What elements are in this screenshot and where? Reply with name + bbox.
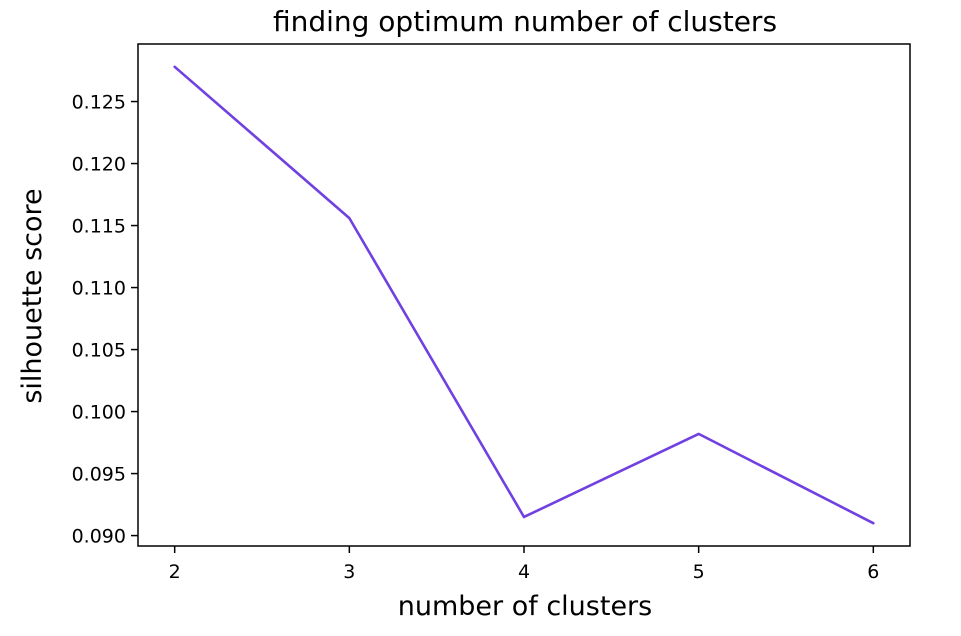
data-point — [348, 217, 351, 219]
x-tick-label: 2 — [169, 561, 181, 583]
x-axis-label: number of clusters — [398, 591, 652, 622]
y-tick-label: 0.120 — [72, 154, 126, 176]
y-tick-label: 0.095 — [72, 464, 126, 486]
data-point — [173, 66, 176, 68]
y-tick-label: 0.105 — [72, 340, 126, 362]
y-axis: 0.090 0.095 0.100 0.105 0.110 0.115 0.120 0.125 — [72, 92, 138, 548]
x-tick-label: 3 — [343, 561, 355, 583]
y-tick-label: 0.090 — [72, 526, 126, 548]
x-axis: 2 3 4 5 6 — [169, 546, 879, 583]
data-point — [523, 516, 525, 518]
y-tick-label: 0.100 — [72, 402, 126, 424]
y-tick-label: 0.125 — [72, 92, 126, 114]
data-point — [697, 433, 700, 435]
x-tick-label: 4 — [518, 561, 530, 583]
series-points — [173, 66, 875, 524]
chart-title: finding optimum number of clusters — [273, 5, 777, 38]
data-point — [872, 522, 875, 524]
plot-frame — [137, 43, 911, 547]
x-tick-label: 5 — [693, 561, 705, 583]
y-tick-label: 0.110 — [72, 278, 126, 300]
y-axis-label: silhouette score — [17, 188, 48, 403]
series-line — [173, 65, 875, 525]
y-tick-label: 0.115 — [72, 216, 126, 238]
x-tick-label: 6 — [867, 561, 879, 583]
